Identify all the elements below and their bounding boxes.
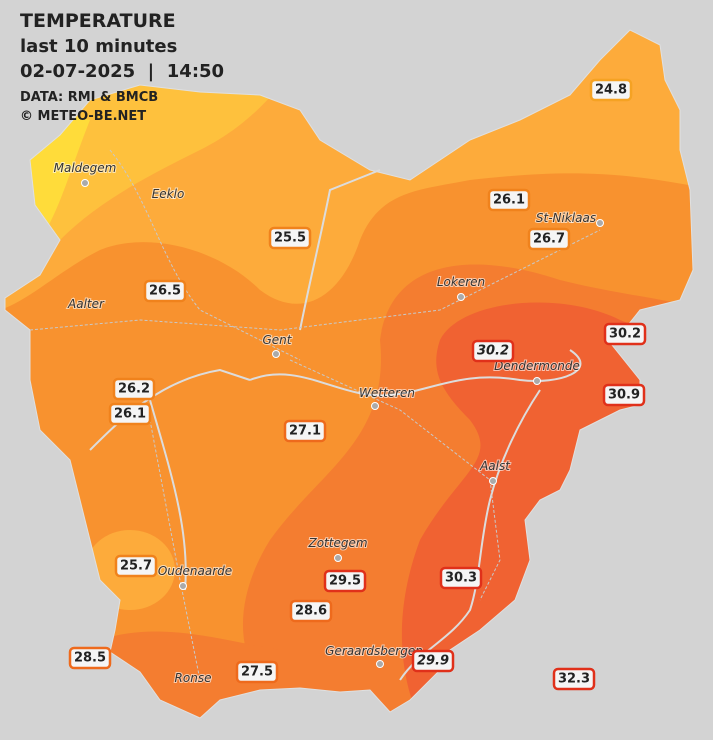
city-label: Dendermonde: [494, 359, 580, 373]
city-label: St-Niklaas: [536, 211, 596, 225]
station-box: [108, 402, 152, 426]
railways: [29, 149, 601, 681]
station-box: [471, 339, 515, 363]
station-reading: 27.1: [289, 424, 321, 439]
station-box: [112, 377, 156, 401]
period: last 10 minutes: [20, 36, 177, 57]
station-box: [603, 322, 647, 346]
station-reading: 28.6: [295, 604, 327, 619]
city-label: Zottegem: [307, 536, 367, 550]
station-reading: 24.8: [595, 83, 627, 98]
station-reading: 27.5: [241, 665, 273, 680]
station-reading: 30.2: [477, 344, 509, 359]
station-box: [589, 78, 633, 102]
station-box: [143, 279, 187, 303]
city-dot: [371, 402, 379, 410]
station-box: [487, 188, 531, 212]
city-label: Maldegem: [54, 161, 117, 175]
copyright: © METEO-BE.NET: [20, 109, 146, 124]
station-box: [527, 227, 571, 251]
station-box: [552, 667, 596, 691]
station-box: [411, 649, 455, 673]
station-box: [602, 383, 646, 407]
station-box: [114, 554, 158, 578]
station-reading: 25.5: [274, 231, 306, 246]
city-dot: [376, 660, 384, 668]
station-box: [235, 660, 279, 684]
station-reading: 26.5: [149, 284, 181, 299]
station-reading: 26.1: [114, 407, 146, 422]
station-reading: 30.9: [608, 388, 640, 403]
station-reading: 29.9: [417, 654, 449, 669]
city-dot: [457, 293, 465, 301]
station-box: [289, 599, 333, 623]
city-label: Wetteren: [359, 386, 415, 400]
city-label: Oudenaarde: [158, 564, 232, 578]
station-box: [68, 646, 112, 670]
city-label: Aalter: [67, 297, 105, 311]
station-reading: 26.2: [118, 382, 150, 397]
station-layer: 24.8 26.1 26.7 25.5 26.5 30.2 30.2 30.9 26.2 26.1…: [68, 78, 647, 691]
source: DATA: RMI & BMCB: [20, 90, 158, 105]
city-label: Geraardsbergen: [325, 644, 423, 658]
station-box: [283, 419, 327, 443]
city-dot: [179, 582, 187, 590]
city-dot: [272, 350, 280, 358]
city-dot: [596, 219, 604, 227]
station-box: [268, 226, 312, 250]
station-box: [439, 566, 483, 590]
station-reading: 30.3: [445, 571, 477, 586]
city-dot: [489, 477, 497, 485]
city-label: Aalst: [479, 459, 511, 473]
city-dot: [81, 179, 89, 187]
city-label: Ronse: [175, 671, 212, 685]
station-reading: 28.5: [74, 651, 106, 666]
station-box: [323, 569, 367, 593]
city-label: Gent: [263, 333, 293, 347]
station-reading: 30.2: [609, 327, 641, 342]
station-reading: 25.7: [120, 559, 152, 574]
city-label: Eeklo: [152, 187, 185, 201]
city-label: Lokeren: [437, 275, 485, 289]
station-reading: 32.3: [558, 672, 590, 687]
timestamp: 02-07-2025 | 14:50: [20, 61, 224, 82]
station-reading: 26.1: [493, 193, 525, 208]
station-reading: 29.5: [329, 574, 361, 589]
city-dot: [533, 377, 541, 385]
city-dot: [334, 554, 342, 562]
station-reading: 26.7: [533, 232, 565, 247]
title: TEMPERATURE: [20, 10, 176, 32]
city-layer: Maldegem Eeklo St-Niklaas Aalter Gent Lokeren…: [53, 160, 604, 686]
rivers: [89, 169, 582, 681]
